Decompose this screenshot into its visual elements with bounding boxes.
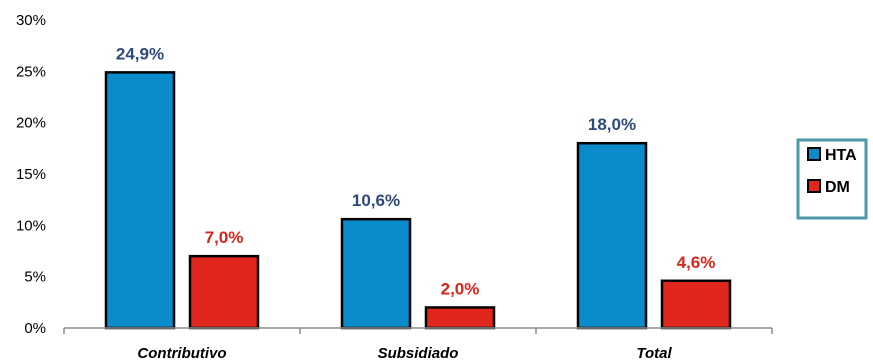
y-tick-label: 25% — [16, 63, 46, 80]
legend: HTA DM — [796, 138, 868, 220]
bar-dm-total — [660, 279, 732, 330]
data-label: 24,9% — [116, 44, 164, 63]
y-tick-label: 30% — [16, 12, 46, 29]
data-label: 18,0% — [588, 115, 636, 134]
data-label: 4,6% — [677, 253, 716, 272]
bar-hta-contributivo — [104, 71, 176, 330]
legend-label-dm: DM — [825, 179, 850, 196]
y-tick-label: 10% — [16, 217, 46, 234]
category-label: Total — [636, 345, 672, 362]
bar-dm-contributivo — [188, 254, 260, 330]
data-label: 7,0% — [205, 228, 244, 247]
data-label: 2,0% — [441, 279, 480, 298]
y-axis: 0% 5% 10% 15% 20% 25% 30% — [16, 12, 46, 337]
x-axis-ticks — [63, 328, 773, 334]
category-label: Subsidiado — [378, 345, 459, 362]
legend-swatch-dm — [807, 179, 821, 193]
y-tick-label: 5% — [24, 269, 46, 286]
y-tick-label: 20% — [16, 115, 46, 132]
bar-hta-total — [576, 141, 648, 330]
category-labels: Contributivo Subsidiado Total — [137, 345, 672, 362]
data-label: 10,6% — [352, 191, 400, 210]
data-labels: 24,9% 7,0% 10,6% 2,0% 18,0% 4,6% — [116, 44, 715, 298]
category-label: Contributivo — [137, 345, 226, 362]
legend-label-hta: HTA — [825, 147, 857, 164]
bars — [104, 71, 732, 330]
bar-hta-subsidiado — [340, 217, 412, 330]
legend-swatch-hta — [807, 147, 821, 161]
bar-dm-subsidiado — [424, 306, 496, 330]
y-tick-label: 15% — [16, 166, 46, 183]
y-tick-label: 0% — [24, 320, 46, 337]
